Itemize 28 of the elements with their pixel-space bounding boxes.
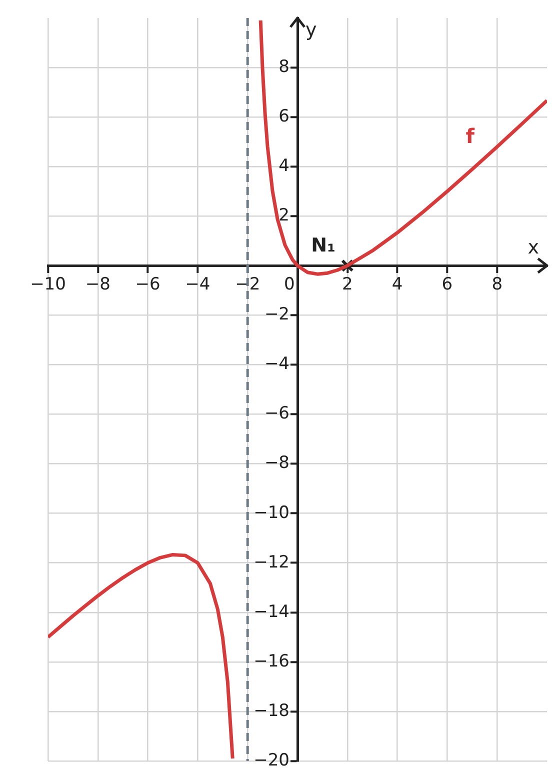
y-tick-label: 2 (278, 206, 290, 226)
x-tick-label: 6 (442, 274, 453, 294)
x-tick-label: 0 (284, 274, 312, 294)
y-tick-label: −18 (254, 700, 290, 721)
y-tick-label: −2 (264, 304, 290, 325)
x-axis-title: x (528, 236, 539, 259)
y-tick-label: 6 (278, 106, 290, 126)
y-axis-title: y (306, 19, 317, 41)
y-tick-label: 8 (278, 56, 290, 77)
y-tick-label: −4 (264, 354, 290, 374)
x-tick-label: −6 (135, 274, 160, 294)
y-tick-label: −20 (254, 750, 290, 770)
x-tick-label: −4 (185, 274, 210, 294)
annotation: N₁ (311, 234, 336, 257)
y-tick-label: −14 (254, 602, 290, 622)
y-tick-label: −16 (254, 651, 290, 672)
y-tick-label: −12 (254, 552, 290, 572)
x-tick-label: 8 (492, 274, 503, 294)
x-tick-label: −8 (85, 274, 110, 294)
series-label: f (466, 124, 475, 148)
x-tick-label: 2 (342, 274, 353, 294)
x-tick-label: −2 (235, 274, 260, 294)
y-tick-label: −6 (264, 404, 290, 424)
y-tick-label: 4 (278, 156, 290, 176)
x-tick-label: 4 (392, 274, 403, 294)
x-tick-label: −10 (30, 274, 66, 294)
y-tick-label: −8 (264, 453, 290, 474)
y-tick-label: −10 (254, 502, 290, 523)
